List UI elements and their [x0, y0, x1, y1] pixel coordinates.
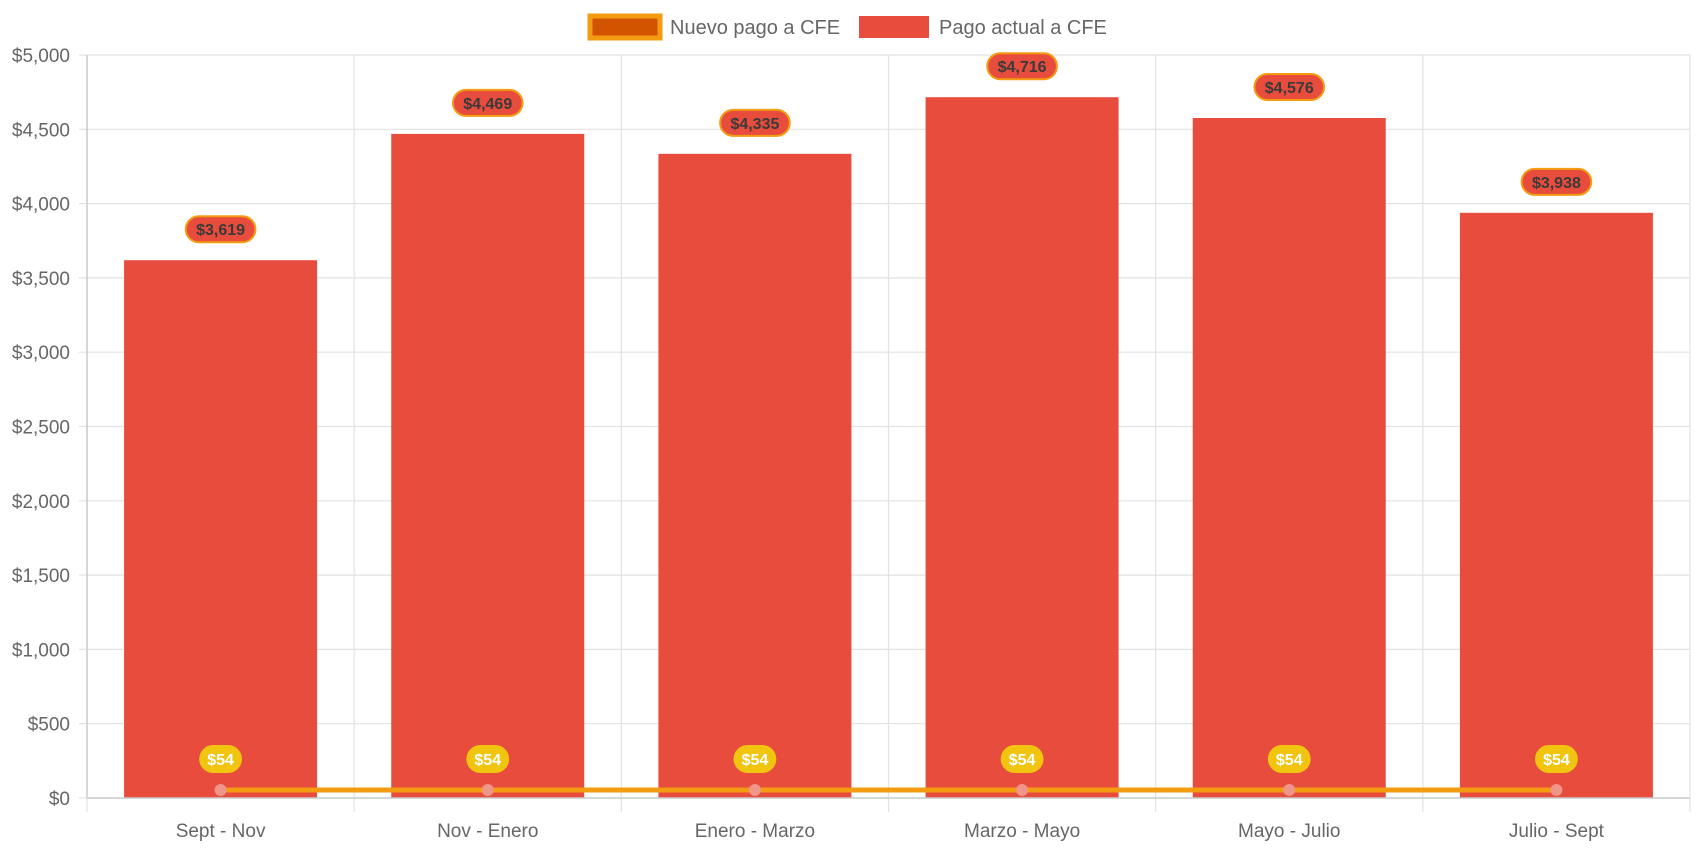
y-tick-label: $0 [49, 789, 70, 810]
y-tick-label: $500 [28, 715, 70, 736]
y-tick-label: $3,500 [12, 269, 70, 290]
line-point [481, 783, 494, 796]
legend-swatch-nuevo-pago [587, 13, 663, 41]
bar-value-label: $4,469 [463, 96, 512, 113]
line-value-label: $54 [742, 752, 769, 769]
bar-layer [124, 97, 1653, 799]
bar-value-label: $4,716 [998, 59, 1047, 76]
x-tick-label: Marzo - Mayo [964, 821, 1080, 842]
bar-value-label-bg [1253, 73, 1326, 102]
x-tick-label: Sept - Nov [176, 821, 266, 842]
legend: Nuevo pago a CFE Pago actual a CFE [587, 13, 1107, 41]
y-tick-label: $4,500 [12, 120, 70, 141]
line-value-label-bg [1000, 744, 1044, 773]
line-value-label-bg [1535, 744, 1578, 773]
bar [1459, 212, 1653, 798]
axis-layer: $0 $500 $1,000 $1,500 $2,000 $2,500 $3,000 $3,5… [12, 46, 1690, 842]
legend-item-pago-actual[interactable]: Pago actual a CFE [859, 16, 1107, 39]
y-tick-label: $2,500 [12, 418, 70, 439]
data-label-layer: $3,619 $4,469 $4,335 $4,716 $4,576 $3,938 $54 $… [184, 52, 1593, 773]
line-value-label-bg [466, 744, 510, 773]
bar [124, 260, 318, 798]
bar [391, 133, 585, 798]
line-value-label: $54 [1009, 752, 1036, 769]
legend-item-nuevo-pago[interactable]: Nuevo pago a CFE [587, 13, 840, 41]
y-tick-label: $1,500 [12, 566, 70, 587]
y-tick-label: $2,000 [12, 492, 70, 513]
legend-label-nuevo-pago: Nuevo pago a CFE [670, 17, 840, 39]
line-value-label: $54 [1276, 752, 1303, 769]
bar-value-label: $4,576 [1265, 80, 1314, 97]
bar-value-label: $3,938 [1532, 175, 1581, 192]
line-point [748, 783, 761, 796]
line-point [1016, 783, 1029, 796]
x-tick-label: Enero - Marzo [695, 821, 815, 842]
bar-value-label-bg [719, 108, 791, 137]
bar-value-label-bg [184, 215, 257, 244]
y-tick-label: $1,000 [12, 640, 70, 661]
line-value-label: $54 [1543, 752, 1570, 769]
grid-layer [79, 54, 1691, 812]
line-value-label-bg [199, 744, 242, 773]
legend-label-pago-actual: Pago actual a CFE [939, 17, 1107, 39]
bar-value-label-bg [986, 52, 1058, 81]
bar-value-label-bg [1520, 167, 1593, 196]
bar [1192, 118, 1386, 798]
bar [925, 97, 1119, 799]
bar-value-label-bg [451, 88, 524, 117]
bar-value-label: $3,619 [196, 222, 245, 239]
legend-swatch-pago-actual [859, 16, 929, 38]
x-tick-label: Julio - Sept [1509, 821, 1605, 842]
line-layer [214, 783, 1563, 796]
line-value-label: $54 [207, 752, 234, 769]
line-value-label: $54 [474, 752, 501, 769]
x-tick-label: Nov - Enero [437, 821, 538, 842]
y-tick-label: $5,000 [12, 46, 70, 67]
line-point [1550, 783, 1563, 796]
x-tick-label: Mayo - Julio [1238, 821, 1340, 842]
line-point [1283, 783, 1296, 796]
line-value-label-bg [1267, 744, 1311, 773]
y-tick-label: $4,000 [12, 195, 70, 216]
bar-value-label: $4,335 [730, 116, 779, 133]
y-tick-label: $3,000 [12, 343, 70, 364]
line-point [214, 783, 227, 796]
bar [658, 153, 852, 799]
line-value-label-bg [733, 744, 777, 773]
